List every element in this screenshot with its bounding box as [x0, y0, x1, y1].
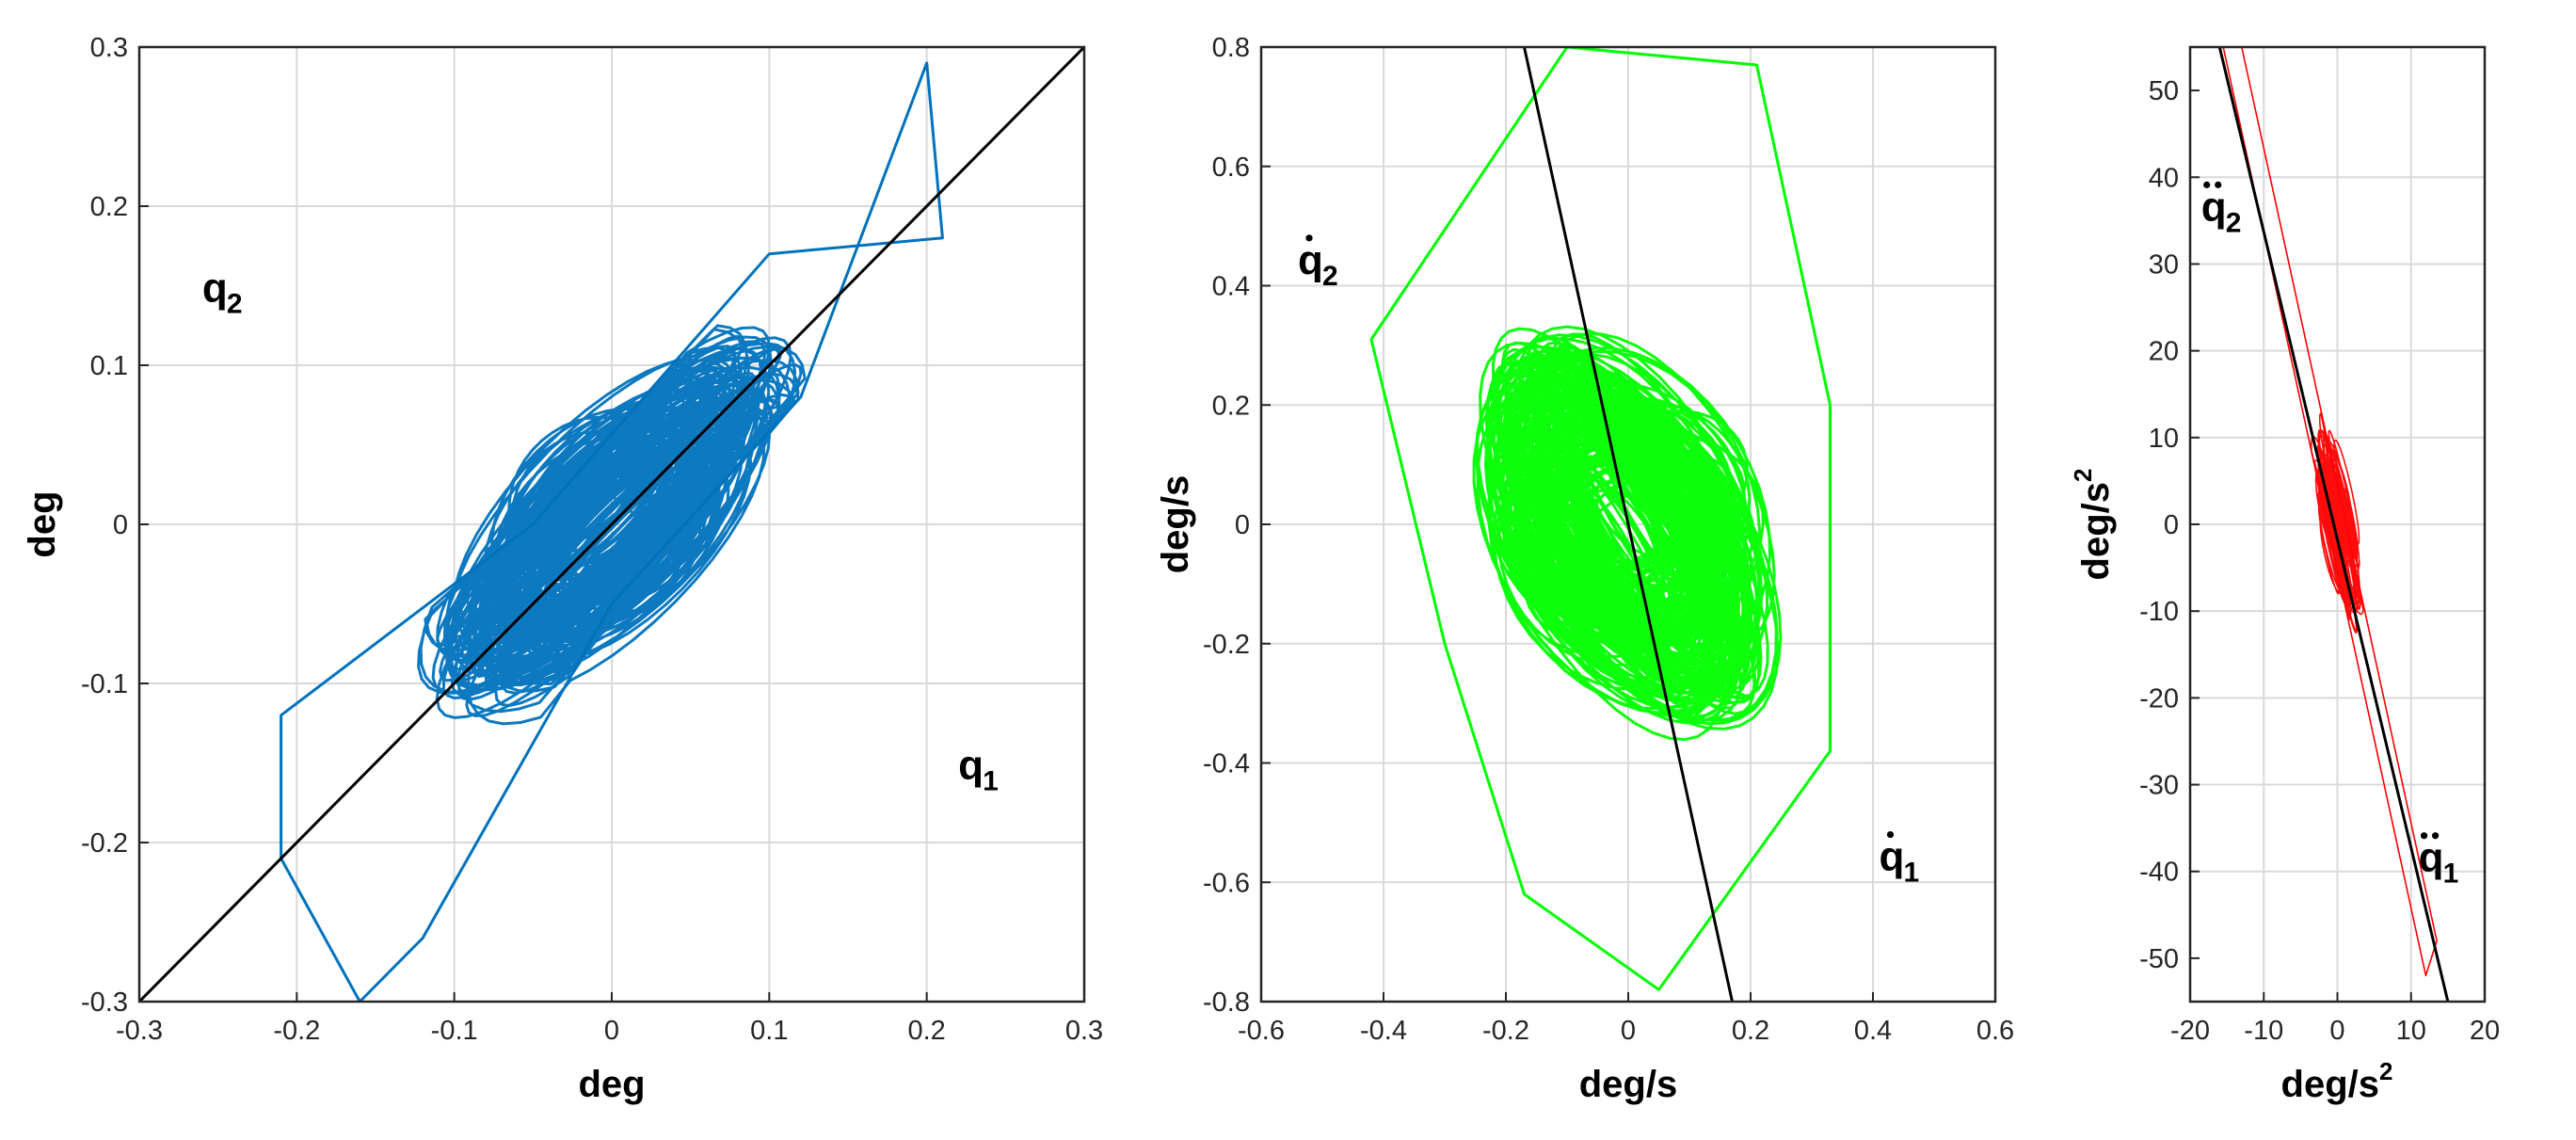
- x-axis-label: deg: [578, 1064, 645, 1105]
- x-tick-label: -0.4: [1360, 1016, 1407, 1046]
- axes-box: [2188, 45, 2487, 1004]
- y-tick-label: 0.3: [90, 33, 128, 63]
- y-tick-label: -10: [2139, 597, 2179, 627]
- x-tick-label: 20: [2470, 1016, 2500, 1046]
- axes-box: [1259, 45, 1997, 1004]
- fit-line: [139, 47, 1084, 1002]
- y-tick-label: 40: [2149, 163, 2179, 193]
- y-tick-label: 0.8: [1212, 33, 1250, 63]
- fit-line: [1523, 47, 1734, 1002]
- trajectory-series: [1472, 325, 1783, 742]
- axes-box: [137, 45, 1086, 1004]
- y-axis-label: deg/s2: [2069, 469, 2117, 581]
- y-tick-label: 50: [2149, 76, 2179, 106]
- x-tick-label: 0: [2329, 1016, 2344, 1046]
- x-tick-label: -0.1: [431, 1016, 478, 1046]
- trajectory-envelope: [1369, 47, 1832, 991]
- y-tick-label: -40: [2139, 858, 2179, 888]
- y-tick-label: -0.8: [1203, 987, 1250, 1018]
- derivative-dot: [2431, 832, 2440, 840]
- y-tick-label: -0.6: [1203, 868, 1250, 898]
- x-tick-label: -0.2: [273, 1016, 320, 1046]
- variable-subscript: 2: [1322, 261, 1338, 292]
- x-tick-label: 0.1: [750, 1016, 788, 1046]
- variable-subscript: 1: [1904, 858, 1920, 889]
- y-axis-label: deg/s: [1155, 475, 1196, 573]
- variable-subscript: 2: [2226, 207, 2242, 238]
- y-tick-label: -0.2: [81, 828, 128, 859]
- variable-subscript: 2: [227, 288, 243, 319]
- x-tick-label: 0.2: [1732, 1016, 1769, 1046]
- x-tick-label: 0.3: [1065, 1016, 1103, 1046]
- y-tick-label: 0.2: [90, 192, 128, 222]
- derivative-dot: [1886, 830, 1895, 839]
- y-tick-label: 0.1: [90, 351, 128, 381]
- x-axis-label: deg/s: [1579, 1064, 1677, 1105]
- y-tick-label: 20: [2149, 337, 2179, 367]
- x-tick-label: 0.4: [1854, 1016, 1892, 1046]
- x-tick-label: 10: [2396, 1016, 2426, 1046]
- variable-label: q: [2201, 184, 2227, 230]
- variable-label: q: [1298, 237, 1323, 283]
- y-tick-label: 0.2: [1212, 391, 1250, 421]
- y-tick-label: -30: [2139, 771, 2179, 801]
- trajectory-envelope: [2222, 47, 2438, 977]
- derivative-dot: [2215, 181, 2222, 188]
- y-tick-label: 0: [113, 510, 128, 540]
- y-tick-label: 0: [1235, 510, 1250, 540]
- x-tick-label: -20: [2170, 1016, 2210, 1046]
- x-tick-label: 0: [1621, 1016, 1636, 1046]
- variable-label: q: [1880, 834, 1905, 880]
- derivative-dot: [2420, 832, 2428, 840]
- joint-velocity-panel: -0.6 -0.4 -0.2 0 0.2 0.4 0.6-0.8-0.6-0.4-0.200…: [1155, 33, 2014, 1105]
- x-tick-label: 0: [604, 1016, 619, 1046]
- x-tick-label: -0.3: [116, 1016, 163, 1046]
- variable-label: q: [2419, 835, 2444, 881]
- y-tick-label: 0: [2164, 510, 2179, 540]
- trajectory-envelope: [280, 61, 944, 1002]
- y-tick-label: 0.6: [1212, 153, 1250, 183]
- x-axis-label: deg/s2: [2281, 1057, 2393, 1105]
- x-tick-label: -10: [2244, 1016, 2283, 1046]
- y-tick-label: -0.2: [1203, 630, 1250, 660]
- y-tick-label: -0.4: [1203, 749, 1250, 779]
- joint-position-panel: -0.3 -0.2 -0.1 0 0.1 0.2 0.3 -0.3 -0.2 -0.1 0 0.1 0.…: [22, 33, 1103, 1105]
- x-tick-label: -0.6: [1238, 1016, 1285, 1046]
- y-tick-label: 0.4: [1212, 272, 1250, 302]
- y-axis-label: deg: [22, 490, 63, 557]
- variable-subscript: 1: [983, 765, 999, 796]
- y-tick-label: -0.1: [81, 669, 128, 699]
- fit-line: [2217, 47, 2450, 1002]
- variable-label: q: [958, 742, 984, 788]
- derivative-dot: [1305, 234, 1313, 242]
- y-tick-label: -50: [2139, 944, 2179, 974]
- derivative-dot: [2203, 181, 2211, 188]
- y-tick-label: -20: [2139, 683, 2179, 714]
- x-tick-label: -0.2: [1482, 1016, 1529, 1046]
- y-tick-label: -0.3: [81, 987, 128, 1018]
- variable-label: q: [202, 265, 228, 311]
- y-tick-label: 30: [2149, 249, 2179, 280]
- x-tick-label: 0.6: [1976, 1016, 2014, 1046]
- y-tick-label: 10: [2149, 424, 2179, 454]
- variable-subscript: 1: [2443, 859, 2459, 890]
- x-tick-label: 0.2: [908, 1016, 946, 1046]
